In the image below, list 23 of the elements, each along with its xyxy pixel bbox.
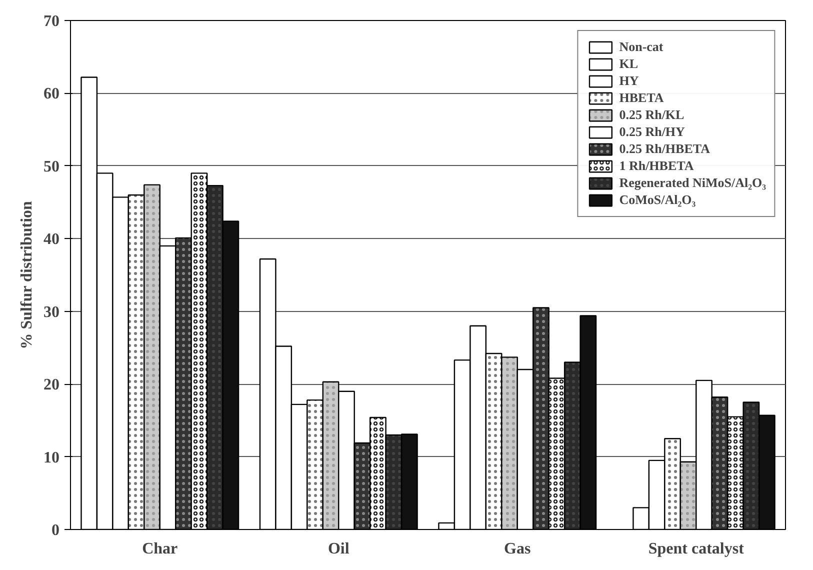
x-tick-label: Oil — [328, 540, 350, 558]
legend-label: HBETA — [619, 90, 664, 106]
legend-label: 0.25 Rh/KL — [619, 107, 684, 123]
y-tick-label: 60 — [44, 86, 60, 103]
x-tick-label: Spent catalyst — [648, 540, 745, 558]
y-tick-label: 0 — [52, 522, 60, 539]
y-tick-label: 10 — [44, 449, 60, 466]
legend-label: 0.25 Rh/HBETA — [619, 141, 710, 157]
legend-label: CoMoS/Al₂O₃ — [619, 192, 696, 208]
legend-label: 0.25 Rh/HY — [619, 124, 685, 140]
y-tick-label: 30 — [44, 304, 60, 321]
y-axis-title: % Sulfur distribution — [18, 200, 36, 350]
legend-label: 1 Rh/HBETA — [619, 158, 694, 174]
x-tick-label: Char — [142, 540, 178, 558]
y-tick-label: 40 — [44, 231, 60, 248]
legend-label: KL — [619, 56, 639, 72]
y-tick-label: 70 — [44, 13, 60, 30]
legend-label: HY — [619, 73, 640, 89]
legend-label: Regenerated NiMoS/Al₂O₃ — [619, 175, 766, 191]
x-tick-label: Gas — [504, 540, 531, 558]
y-tick-label: 20 — [44, 376, 60, 394]
legend-label: Non-cat — [619, 39, 664, 55]
y-tick-label: 50 — [44, 158, 60, 176]
